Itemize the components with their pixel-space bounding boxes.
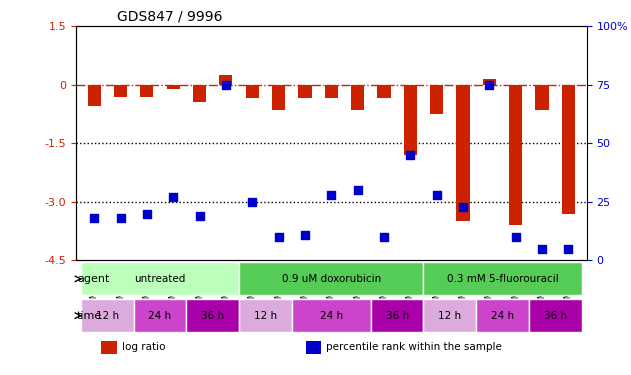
FancyBboxPatch shape	[186, 299, 239, 332]
Point	[194, 213, 204, 219]
Text: agent: agent	[77, 274, 109, 284]
Bar	[404, 85, 417, 155]
FancyBboxPatch shape	[134, 299, 186, 332]
Text: 12 h: 12 h	[96, 310, 119, 321]
Point	[537, 246, 547, 252]
Text: GDS847 / 9996: GDS847 / 9996	[117, 10, 222, 24]
Text: 24 h: 24 h	[320, 310, 343, 321]
Point	[89, 215, 99, 221]
Point	[432, 192, 442, 198]
Bar	[272, 85, 285, 110]
Bar	[430, 85, 443, 114]
Bar	[483, 79, 496, 85]
Bar	[298, 85, 312, 99]
Text: log ratio: log ratio	[122, 342, 165, 352]
Bar	[167, 85, 180, 89]
Text: untreated: untreated	[134, 274, 186, 284]
FancyBboxPatch shape	[81, 262, 239, 296]
Bar	[351, 85, 364, 110]
Text: 24 h: 24 h	[491, 310, 514, 321]
Text: time: time	[77, 310, 102, 321]
Point	[300, 232, 310, 238]
Point	[458, 204, 468, 210]
FancyBboxPatch shape	[529, 299, 582, 332]
Text: 0.9 uM doxorubicin: 0.9 uM doxorubicin	[281, 274, 381, 284]
FancyBboxPatch shape	[292, 299, 371, 332]
Point	[273, 234, 283, 240]
Point	[379, 234, 389, 240]
Bar	[562, 85, 575, 214]
Point	[326, 192, 336, 198]
Point	[115, 215, 126, 221]
Bar	[220, 75, 232, 85]
Bar	[193, 85, 206, 102]
Text: 36 h: 36 h	[386, 310, 409, 321]
Text: 36 h: 36 h	[201, 310, 224, 321]
Bar	[456, 85, 469, 221]
Bar	[245, 85, 259, 99]
FancyBboxPatch shape	[371, 299, 423, 332]
Point	[142, 211, 152, 217]
Point	[510, 234, 521, 240]
Bar	[306, 341, 321, 354]
Point	[405, 152, 415, 158]
Bar	[536, 85, 548, 110]
Text: 0.3 mM 5-fluorouracil: 0.3 mM 5-fluorouracil	[447, 274, 558, 284]
FancyBboxPatch shape	[239, 262, 423, 296]
Bar	[88, 85, 101, 106]
Point	[485, 82, 495, 88]
FancyBboxPatch shape	[81, 299, 134, 332]
Text: percentile rank within the sample: percentile rank within the sample	[326, 342, 502, 352]
Bar	[509, 85, 522, 225]
FancyBboxPatch shape	[476, 299, 529, 332]
Text: 12 h: 12 h	[439, 310, 461, 321]
Text: 24 h: 24 h	[148, 310, 172, 321]
Bar	[325, 85, 338, 99]
Bar	[114, 85, 127, 96]
Text: 12 h: 12 h	[254, 310, 277, 321]
Text: 36 h: 36 h	[544, 310, 567, 321]
FancyBboxPatch shape	[423, 299, 476, 332]
Point	[221, 82, 231, 88]
Point	[247, 199, 257, 205]
Point	[563, 246, 574, 252]
Point	[353, 187, 363, 193]
Point	[168, 194, 178, 200]
FancyBboxPatch shape	[423, 262, 582, 296]
Bar	[377, 85, 391, 99]
Bar	[140, 85, 153, 96]
Bar	[101, 341, 117, 354]
FancyBboxPatch shape	[239, 299, 292, 332]
